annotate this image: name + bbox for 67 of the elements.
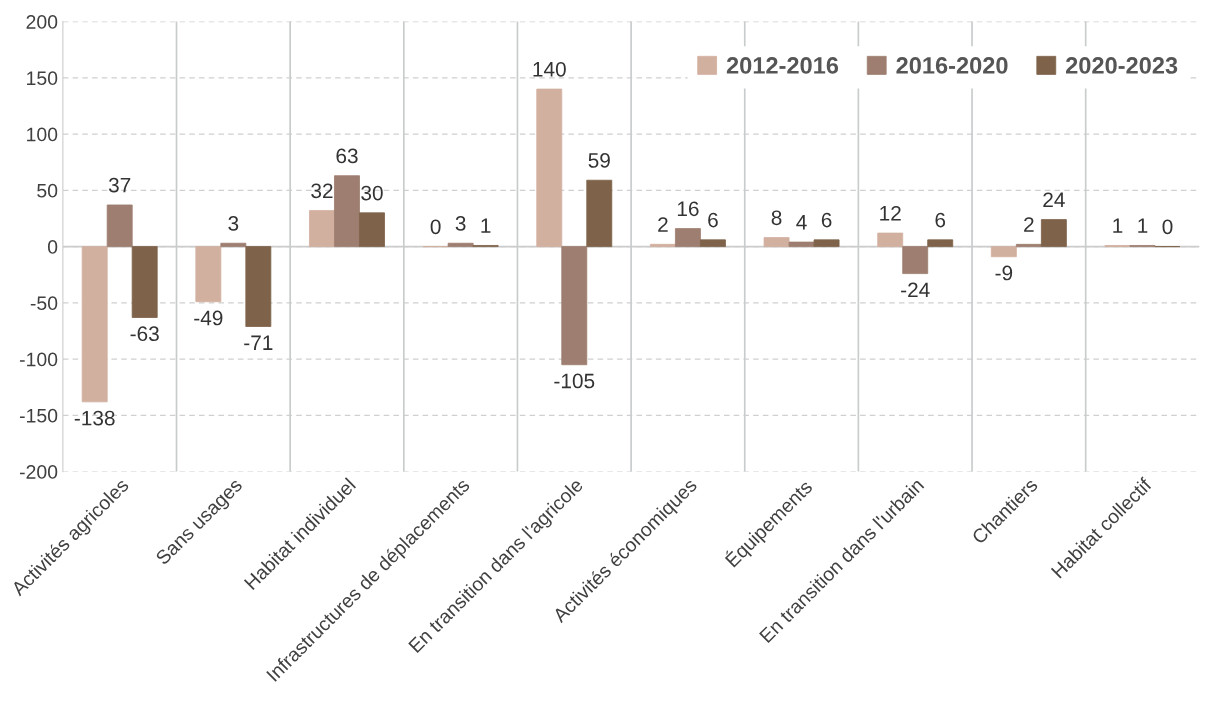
bar <box>334 175 360 248</box>
data-label: 1 <box>481 218 491 233</box>
data-label: 2 <box>658 217 668 232</box>
y-tick-label: 50 <box>37 183 58 198</box>
bar <box>561 246 588 366</box>
y-tick-label: -50 <box>30 296 58 311</box>
data-label: 37 <box>108 177 131 193</box>
bar <box>788 241 815 248</box>
bar <box>927 239 954 248</box>
bar <box>195 246 222 303</box>
bar <box>106 204 133 248</box>
y-tick-label: 150 <box>27 71 58 86</box>
bar <box>1040 219 1067 248</box>
data-label: -71 <box>244 335 273 350</box>
data-label: -49 <box>194 310 223 326</box>
data-label: 63 <box>336 148 358 164</box>
bar <box>81 246 108 403</box>
bar <box>447 242 474 248</box>
bar <box>536 88 563 248</box>
data-label: 2 <box>1024 217 1034 232</box>
data-label: 59 <box>588 153 610 168</box>
bar <box>763 237 790 248</box>
data-label: 0 <box>430 219 441 235</box>
bar <box>675 228 701 248</box>
data-label: 3 <box>228 216 239 231</box>
bar <box>877 232 904 248</box>
data-label: 6 <box>708 212 718 228</box>
bar <box>700 239 726 248</box>
data-label: 140 <box>533 61 566 77</box>
bar <box>990 246 1017 258</box>
data-label: 12 <box>880 205 901 221</box>
y-tick-label: -100 <box>19 352 58 367</box>
data-label: 8 <box>771 210 782 226</box>
data-label: -24 <box>901 282 930 298</box>
data-label: -138 <box>74 410 115 426</box>
y-tick-label: -200 <box>19 465 58 479</box>
data-label: 6 <box>935 212 946 228</box>
bar <box>1015 243 1042 248</box>
bar <box>309 210 335 248</box>
bar <box>131 246 158 318</box>
data-label: 1 <box>1138 218 1148 233</box>
legend-label: 2020-2023 <box>1066 57 1178 74</box>
data-label: 16 <box>677 201 699 217</box>
legend-label: 2016-2020 <box>896 57 1008 74</box>
y-tick-label: 100 <box>27 127 58 142</box>
bar <box>902 246 929 275</box>
y-tick-label: -150 <box>19 408 58 423</box>
data-label: 30 <box>361 185 383 201</box>
data-label: -9 <box>995 265 1013 281</box>
data-label: -105 <box>554 373 595 389</box>
legend-label: 2012-2016 <box>726 57 839 74</box>
bar <box>650 243 676 248</box>
data-label: 1 <box>1113 218 1123 233</box>
data-label: 0 <box>1162 219 1173 235</box>
bar <box>813 239 840 248</box>
data-label: 32 <box>311 183 333 199</box>
bar <box>586 179 613 248</box>
bar <box>245 246 272 327</box>
y-tick-label: 0 <box>47 240 58 254</box>
bar <box>359 212 385 248</box>
bar <box>220 242 247 248</box>
data-label: -63 <box>130 326 159 342</box>
data-label: 4 <box>796 215 807 230</box>
data-label: 3 <box>455 216 466 231</box>
y-tick-label: 200 <box>26 15 58 29</box>
data-label: 24 <box>1043 192 1065 207</box>
data-label: 6 <box>821 212 832 228</box>
